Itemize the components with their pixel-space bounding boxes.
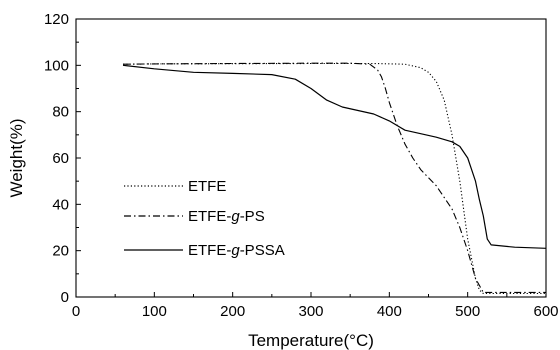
x-tick-label: 200 [220,303,245,320]
plot-border [75,18,547,298]
series-line-2 [122,64,547,249]
legend-label: ETFE-g-PSSA [188,242,285,259]
y-tick-label: 40 [52,196,69,213]
legend-label: ETFE-g-PS [188,208,265,225]
x-tick-label: 600 [533,303,558,320]
series-line-0 [122,62,546,295]
legend: ETFE ETFE-g-PS ETFE-g-PSSA [124,178,285,259]
series-line-1 [122,62,546,293]
x-axis: 0 100 200 300 400 500 600 [72,292,559,320]
x-tick-label: 500 [455,303,480,320]
x-tick-label: 400 [377,303,402,320]
y-axis-label: Weight(%) [7,118,26,197]
x-axis-label: Temperature(°C) [248,331,374,350]
y-tick-label: 60 [52,150,69,167]
y-tick-label: 20 [52,243,69,260]
y-tick-label: 100 [44,57,69,74]
y-tick-label: 120 [44,11,69,28]
x-tick-label: 0 [72,303,80,320]
series-layer [122,62,547,295]
y-tick-label: 80 [52,104,69,121]
plot-area [75,18,547,298]
x-tick-label: 100 [142,303,167,320]
y-axis: 0 20 40 60 80 100 120 [44,11,81,306]
x-tick-label: 300 [298,303,323,320]
y-tick-label: 0 [61,289,69,306]
legend-label: ETFE [188,178,226,195]
